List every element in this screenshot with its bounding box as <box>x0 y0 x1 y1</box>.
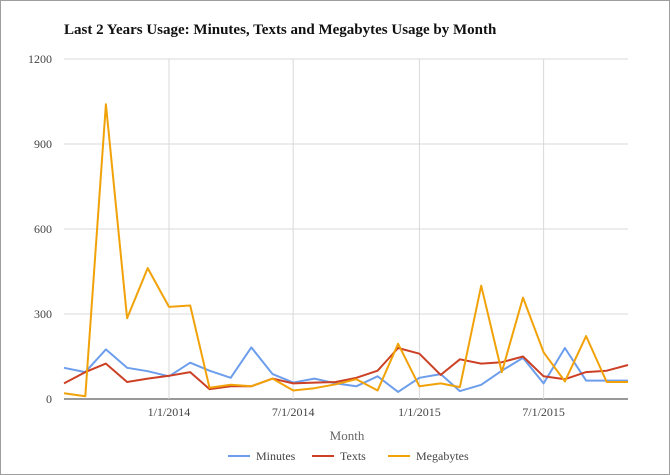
y-tick-label: 300 <box>34 307 52 321</box>
y-tick-label: 600 <box>34 222 52 236</box>
y-axis-ticks: 0 300 600 900 1200 <box>28 52 52 406</box>
series-line-texts <box>63 347 629 391</box>
x-tick-label: 7/1/2015 <box>522 405 565 419</box>
legend-label: Texts <box>340 449 366 463</box>
x-axis-label: Month <box>330 428 365 443</box>
chart-title: Last 2 Years Usage: Minutes, Texts and M… <box>64 22 497 38</box>
legend-label: Megabytes <box>416 449 469 463</box>
x-tick-label: 1/1/2015 <box>398 405 441 419</box>
legend-item-megabytes: Megabytes <box>388 449 469 463</box>
legend-label: Minutes <box>256 449 296 463</box>
legend-item-texts: Texts <box>312 449 366 463</box>
series-line-minutes <box>63 346 628 393</box>
y-tick-label: 900 <box>34 137 52 151</box>
x-tick-label: 7/1/2014 <box>272 405 315 419</box>
series-lines <box>63 103 629 398</box>
x-axis-ticks: 1/1/2014 7/1/2014 1/1/2015 7/1/2015 <box>148 405 565 419</box>
grid-lines <box>64 58 628 400</box>
x-tick-label: 1/1/2014 <box>148 405 191 419</box>
legend: Minutes Texts Megabytes <box>228 449 469 463</box>
legend-item-minutes: Minutes <box>228 449 296 463</box>
y-tick-label: 1200 <box>28 52 52 66</box>
y-tick-label: 0 <box>46 392 52 406</box>
series-line-megabytes <box>63 103 628 398</box>
